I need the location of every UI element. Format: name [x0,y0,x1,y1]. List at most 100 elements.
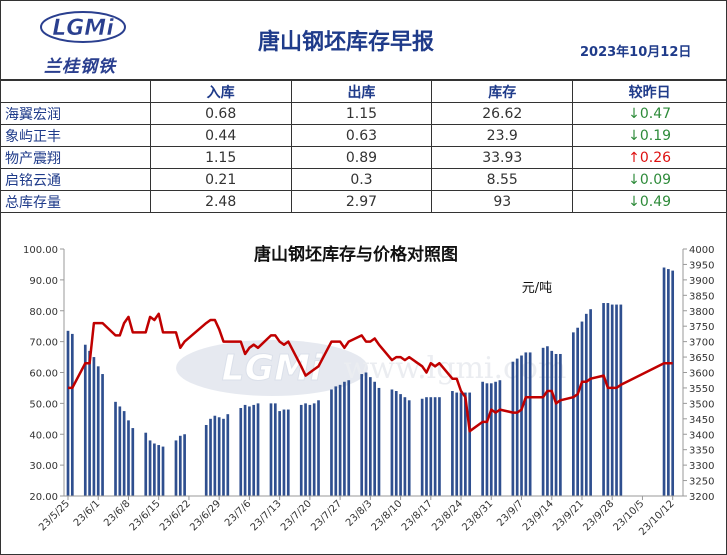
stock-bar [299,404,303,496]
watermark-logo-text: LGMi [222,348,323,389]
stock-bar [256,403,260,496]
x-tick-label: 23/8/17 [400,498,435,533]
x-tick-label: 23/6/22 [158,498,193,533]
row-change: ↓0.19 [572,124,727,147]
right-tick-label: 3200 [689,492,714,503]
stock-bar [312,403,316,496]
stock-bar [559,353,562,496]
right-tick-label: 3250 [689,477,714,488]
stock-bar [369,377,372,496]
stock-bar [662,267,666,496]
stock-bar [347,380,351,496]
left-tick-label: 30.00 [29,461,58,472]
stock-bar [304,403,307,496]
company-logo: LGMi 兰桂钢铁 [40,10,130,77]
right-axis: 3200 3250 3300 3350 3400 3450 3500 3550 3600 3650… [682,245,714,503]
stock-bar [403,397,407,496]
right-tick-label: 3300 [689,461,714,472]
logo-mark-icon: LGMi [40,11,126,43]
stock-bar [425,397,428,496]
chart-title: 唐山钢坯库存与价格对照图 [254,244,458,265]
stock-bar [399,394,402,496]
x-tick-label: 23/6/15 [128,498,163,533]
row-stock: 23.9 [431,124,574,147]
x-tick-label: 23/6/29 [188,498,223,533]
stock-bar [554,353,558,496]
logo-mark-text: LGMi [52,16,114,41]
right-tick-label: 3950 [689,260,714,271]
stock-bar [360,374,364,496]
col-header-stock: 库存 [431,80,574,103]
stock-bar [148,440,152,496]
stock-bar [572,332,575,496]
inventory-table: 入库 出库 库存 较昨日 海翼宏润 0.68 1.15 26.62 ↓0.47 象屿正丰 0… [0,80,727,213]
row-stock: 26.62 [431,102,574,125]
stock-bar [248,406,251,496]
row-stock: 93 [431,190,574,213]
stock-bar [269,403,273,496]
right-tick-label: 3600 [689,369,714,380]
row-in: 2.48 [149,190,292,213]
stock-bar [464,392,467,496]
stock-bar [217,417,221,496]
stock-bar [524,352,528,496]
col-header-out: 出库 [290,80,433,103]
stock-bar [308,404,312,496]
logo-text: 兰桂钢铁 [44,57,116,77]
stock-bar [576,327,579,496]
x-tick-label: 23/8/31 [460,498,495,533]
stock-bar [610,304,614,496]
stock-bar [222,418,225,496]
stock-bar [183,434,186,496]
stock-price-chart: LGMi www.lgmi.com 唐山钢坯库存与价格对照图 元/吨 20.00… [23,244,714,538]
stock-bar [273,403,277,496]
x-tick-label: 23/8/24 [430,498,465,533]
row-out: 0.3 [290,168,433,191]
table-row: 启铭云通 0.21 0.3 8.55 ↓0.09 [0,168,727,191]
stock-bar [157,445,161,496]
stock-bar [334,386,338,496]
stock-bar [550,350,554,496]
stock-bar [174,440,178,496]
stock-bar [420,398,424,496]
watermark-url: www.lgmi.com [344,351,567,386]
left-tick-label: 40.00 [29,430,58,441]
right-tick-label: 3450 [689,415,714,426]
right-tick-label: 3500 [689,399,714,410]
row-name: 总库存量 [0,190,151,213]
row-name: 象屿正丰 [0,124,151,147]
row-change: ↓0.49 [572,190,727,213]
x-tick-label: 23/9/28 [581,498,616,533]
col-header-in: 入库 [149,80,292,103]
table-row: 总库存量 2.48 2.97 93 ↓0.49 [0,190,727,213]
report-date: 2023年10月12日 [580,45,692,60]
stock-bar [584,313,588,496]
stock-bar [161,446,165,496]
stock-bar [546,346,549,496]
row-in: 0.21 [149,168,292,191]
stock-bar [455,392,459,496]
stock-bar [66,330,70,496]
stock-bar [131,428,135,496]
right-tick-label: 3700 [689,338,714,349]
row-stock: 8.55 [431,168,574,191]
stock-bar [494,381,497,496]
right-tick-label: 3850 [689,291,714,302]
row-in: 1.15 [149,146,292,169]
stock-bar [364,372,368,496]
stock-bar [122,411,126,496]
stock-bar [213,415,217,496]
stock-bar [226,414,230,496]
row-name: 海翼宏润 [0,102,151,125]
row-out: 0.89 [290,146,433,169]
stock-bar [92,357,96,496]
row-out: 0.63 [290,124,433,147]
stock-bar [485,383,489,496]
x-axis: 23/5/25 23/6/1 23/6/823/6/1523/6/2223/6/29… [37,495,683,538]
stock-bar [153,443,156,496]
stock-bar [481,381,484,496]
left-tick-label: 20.00 [29,492,58,503]
stock-bar [619,304,623,496]
stock-bar [498,380,502,496]
stock-bar [252,404,256,496]
